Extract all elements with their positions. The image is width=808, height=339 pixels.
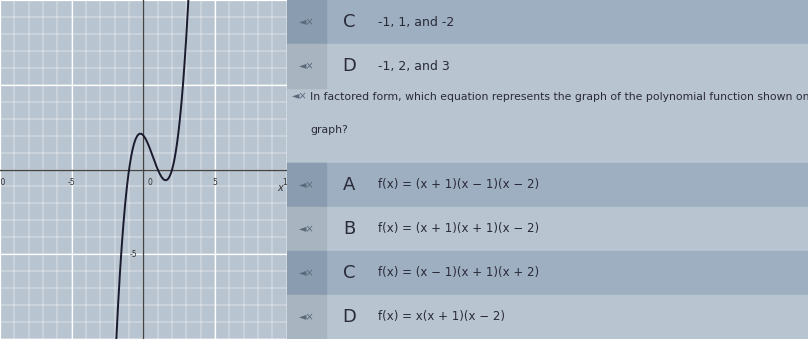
Bar xyxy=(287,251,326,295)
Bar xyxy=(287,163,808,207)
Text: ◄×: ◄× xyxy=(299,312,314,322)
Text: f(x) = (x − 1)(x + 1)(x + 2): f(x) = (x − 1)(x + 1)(x + 2) xyxy=(378,266,539,279)
Text: ◄×: ◄× xyxy=(299,17,314,27)
Bar xyxy=(287,207,326,251)
Text: C: C xyxy=(343,264,356,282)
Text: ◄×: ◄× xyxy=(299,268,314,278)
Text: ◄×: ◄× xyxy=(299,224,314,234)
Bar xyxy=(287,44,326,88)
Bar xyxy=(287,295,326,339)
Text: 10: 10 xyxy=(282,178,292,187)
Text: graph?: graph? xyxy=(310,125,348,135)
Text: ◄×: ◄× xyxy=(299,61,314,71)
Text: D: D xyxy=(343,57,356,75)
Bar xyxy=(287,0,326,44)
Text: -1, 2, and 3: -1, 2, and 3 xyxy=(378,60,450,73)
Text: 5: 5 xyxy=(213,178,217,187)
Bar xyxy=(287,88,808,163)
Text: D: D xyxy=(343,308,356,326)
Text: f(x) = x(x + 1)(x − 2): f(x) = x(x + 1)(x − 2) xyxy=(378,311,505,323)
Text: -5: -5 xyxy=(68,178,75,187)
Text: 0: 0 xyxy=(148,178,153,187)
Bar xyxy=(287,207,808,251)
Bar xyxy=(287,295,808,339)
Text: ◄×: ◄× xyxy=(292,92,308,101)
Text: C: C xyxy=(343,13,356,31)
Text: -1, 1, and -2: -1, 1, and -2 xyxy=(378,16,454,28)
Bar xyxy=(287,0,808,44)
Text: B: B xyxy=(343,220,356,238)
Text: f(x) = (x + 1)(x + 1)(x − 2): f(x) = (x + 1)(x + 1)(x − 2) xyxy=(378,222,539,235)
Text: A: A xyxy=(343,176,356,194)
Text: x: x xyxy=(277,183,283,193)
Bar xyxy=(287,44,808,88)
Bar xyxy=(287,251,808,295)
Bar xyxy=(287,163,326,207)
Text: ◄×: ◄× xyxy=(299,180,314,190)
Text: In factored form, which equation represents the graph of the polynomial function: In factored form, which equation represe… xyxy=(310,92,808,101)
Text: -5: -5 xyxy=(130,250,137,259)
Text: -10: -10 xyxy=(0,178,6,187)
Text: f(x) = (x + 1)(x − 1)(x − 2): f(x) = (x + 1)(x − 1)(x − 2) xyxy=(378,178,539,191)
